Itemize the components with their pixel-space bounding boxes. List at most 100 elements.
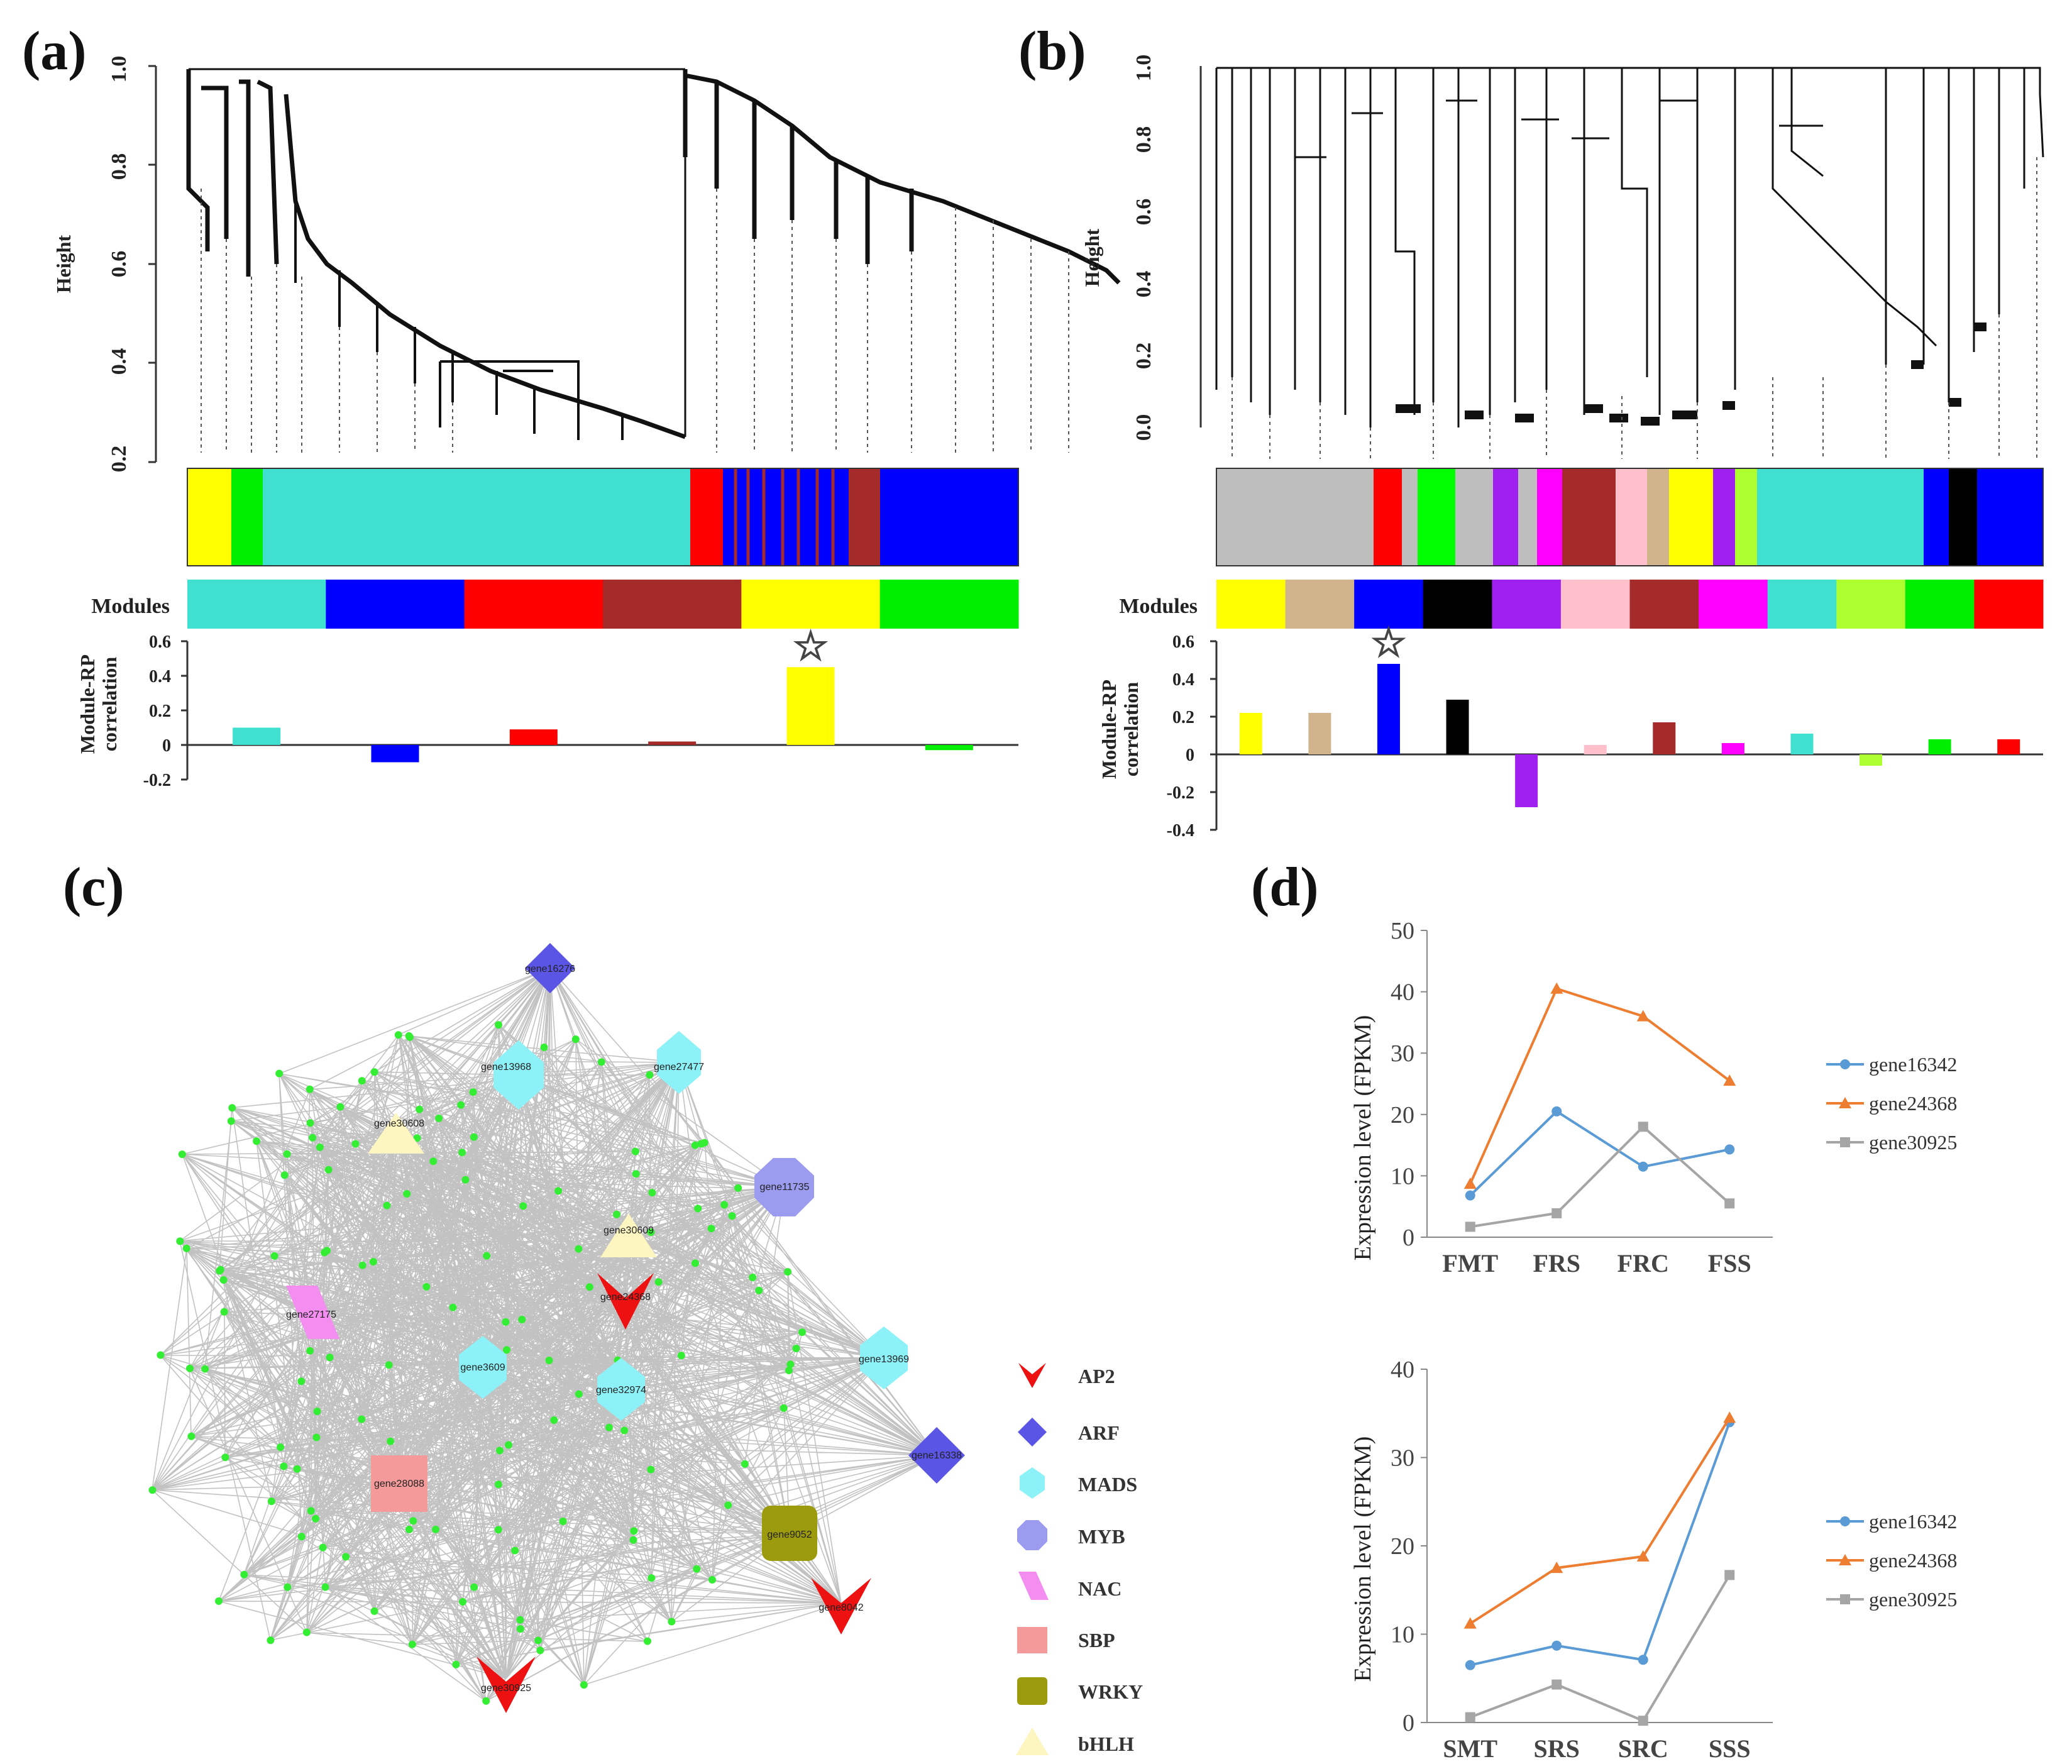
color-bar-a-frame bbox=[187, 468, 1019, 566]
network-node bbox=[677, 1352, 685, 1360]
network-node bbox=[383, 1201, 391, 1210]
bar-turquoise bbox=[233, 727, 281, 745]
hexagon-icon bbox=[860, 1326, 908, 1389]
bhlh-legend-icon bbox=[1016, 1728, 1049, 1755]
network-node bbox=[416, 1105, 424, 1113]
hub-label: gene30608 bbox=[374, 1118, 424, 1129]
triangle-icon bbox=[368, 1113, 424, 1154]
network-node bbox=[227, 1117, 235, 1125]
bar-green bbox=[925, 745, 973, 751]
modules-row-b: Modules bbox=[1119, 580, 2044, 629]
hub-node-AP2[interactable]: gene8042 bbox=[811, 1578, 871, 1634]
network-node bbox=[429, 1157, 438, 1166]
legend-label-gene16342: gene16342 bbox=[1869, 1510, 1957, 1533]
dendro-a-subcluster bbox=[439, 360, 580, 434]
network-node bbox=[293, 1465, 301, 1473]
network-node bbox=[554, 1187, 563, 1195]
line-tick-label: 40 bbox=[1391, 1357, 1414, 1383]
bar-tick-label: 0.2 bbox=[1172, 708, 1194, 727]
network-node bbox=[495, 1480, 502, 1489]
network-node bbox=[575, 1245, 583, 1253]
network-node bbox=[654, 1278, 663, 1286]
hub-node-ARF[interactable]: gene16276 bbox=[525, 943, 575, 993]
network-node bbox=[220, 1308, 228, 1316]
bar-green bbox=[1928, 739, 1951, 754]
hub-node-NAC[interactable]: gene27175 bbox=[286, 1286, 339, 1339]
panel-label-c: (c) bbox=[63, 857, 124, 918]
network-node bbox=[324, 1166, 333, 1174]
point-gene30925 bbox=[1724, 1570, 1735, 1580]
color-bar-a-segment bbox=[690, 468, 723, 566]
hub-node-AP2[interactable]: gene24368 bbox=[597, 1273, 654, 1330]
network-node bbox=[575, 1390, 583, 1398]
bar-blue bbox=[371, 745, 419, 763]
network-node bbox=[784, 1268, 792, 1276]
v-arrow-icon bbox=[597, 1273, 654, 1330]
bar-a-ylabel-line1: Module-RP bbox=[76, 654, 99, 754]
point-gene24368 bbox=[1636, 1010, 1650, 1022]
dendro-a-branches bbox=[186, 69, 686, 439]
diamond-icon bbox=[525, 943, 575, 993]
bar-yellow bbox=[786, 667, 835, 745]
network-node bbox=[215, 1597, 223, 1605]
hub-label: gene24368 bbox=[600, 1292, 651, 1303]
star-icon: ☆ bbox=[1370, 620, 1406, 666]
network-node bbox=[691, 1141, 699, 1149]
network-node bbox=[620, 1426, 629, 1435]
legend-mads: MADS bbox=[1078, 1473, 1137, 1496]
point-gene24368 bbox=[1463, 1177, 1477, 1189]
bar-brown bbox=[1653, 722, 1676, 754]
hub-node-bHLH[interactable]: gene30608 bbox=[368, 1113, 424, 1154]
hub-node-AP2[interactable]: gene30925 bbox=[477, 1657, 536, 1713]
hub-label: gene11735 bbox=[760, 1182, 810, 1193]
network-node bbox=[297, 1377, 306, 1386]
hub-node-MADS[interactable]: gene32974 bbox=[596, 1358, 646, 1421]
hexagon-icon bbox=[657, 1031, 701, 1094]
wrky-legend-icon bbox=[1017, 1677, 1047, 1705]
color-bar-b-segment bbox=[1402, 468, 1418, 566]
network-node bbox=[648, 1574, 656, 1582]
hub-node-MADS[interactable]: gene3609 bbox=[459, 1336, 507, 1399]
network-node bbox=[516, 1625, 524, 1633]
network-node bbox=[495, 1447, 504, 1455]
hub-node-MADS[interactable]: gene27477 bbox=[654, 1031, 704, 1094]
network-node bbox=[708, 1576, 716, 1584]
line-x-label: SRS bbox=[1534, 1734, 1580, 1763]
hub-label: gene28088 bbox=[374, 1479, 424, 1489]
color-bar-b-segment bbox=[1418, 468, 1455, 566]
line-tick-label: 10 bbox=[1391, 1163, 1414, 1189]
network-node bbox=[302, 1628, 311, 1636]
color-bar-b-segment bbox=[1949, 468, 1977, 566]
network-node bbox=[178, 1150, 186, 1159]
color-bar-a-segment bbox=[723, 468, 849, 566]
network-node bbox=[358, 1261, 366, 1269]
line-x-label: SRC bbox=[1618, 1734, 1668, 1763]
line-bottom-ylabel: Expression level (FPKM) bbox=[1350, 1436, 1376, 1682]
network-node bbox=[503, 1346, 510, 1354]
legend-sbp: SBP bbox=[1078, 1629, 1115, 1651]
hub-node-MYB[interactable]: gene11735 bbox=[754, 1158, 814, 1216]
hub-node-ARF[interactable]: gene16338 bbox=[908, 1427, 965, 1484]
network-node bbox=[457, 1101, 465, 1109]
network-node bbox=[461, 1176, 470, 1184]
bar-turquoise bbox=[1790, 734, 1814, 754]
hub-node-bHLH[interactable]: gene30609 bbox=[600, 1213, 657, 1257]
network-node bbox=[369, 1258, 377, 1265]
hub-label: gene27477 bbox=[654, 1062, 704, 1072]
bar-red bbox=[509, 729, 558, 745]
network-node bbox=[724, 1501, 732, 1509]
color-bar-b-segment bbox=[1216, 468, 1374, 566]
network-node bbox=[385, 1361, 393, 1369]
network-node bbox=[280, 1462, 288, 1470]
hub-node-SBP[interactable]: gene28088 bbox=[371, 1455, 427, 1512]
legend-marker-gene16342 bbox=[1840, 1059, 1850, 1069]
hub-node-MADS[interactable]: gene13969 bbox=[859, 1326, 909, 1389]
network-node bbox=[240, 1570, 248, 1579]
hub-node-MADS[interactable]: gene13968 bbox=[481, 1040, 544, 1110]
dendro-b-leaf-lines bbox=[1232, 157, 2037, 459]
module-swatch bbox=[1285, 580, 1355, 629]
network-node bbox=[482, 1697, 490, 1705]
series-line-gene24368 bbox=[1469, 1417, 1731, 1625]
hub-node-WRKY[interactable]: gene9052 bbox=[762, 1506, 817, 1561]
network-node bbox=[505, 1441, 512, 1449]
